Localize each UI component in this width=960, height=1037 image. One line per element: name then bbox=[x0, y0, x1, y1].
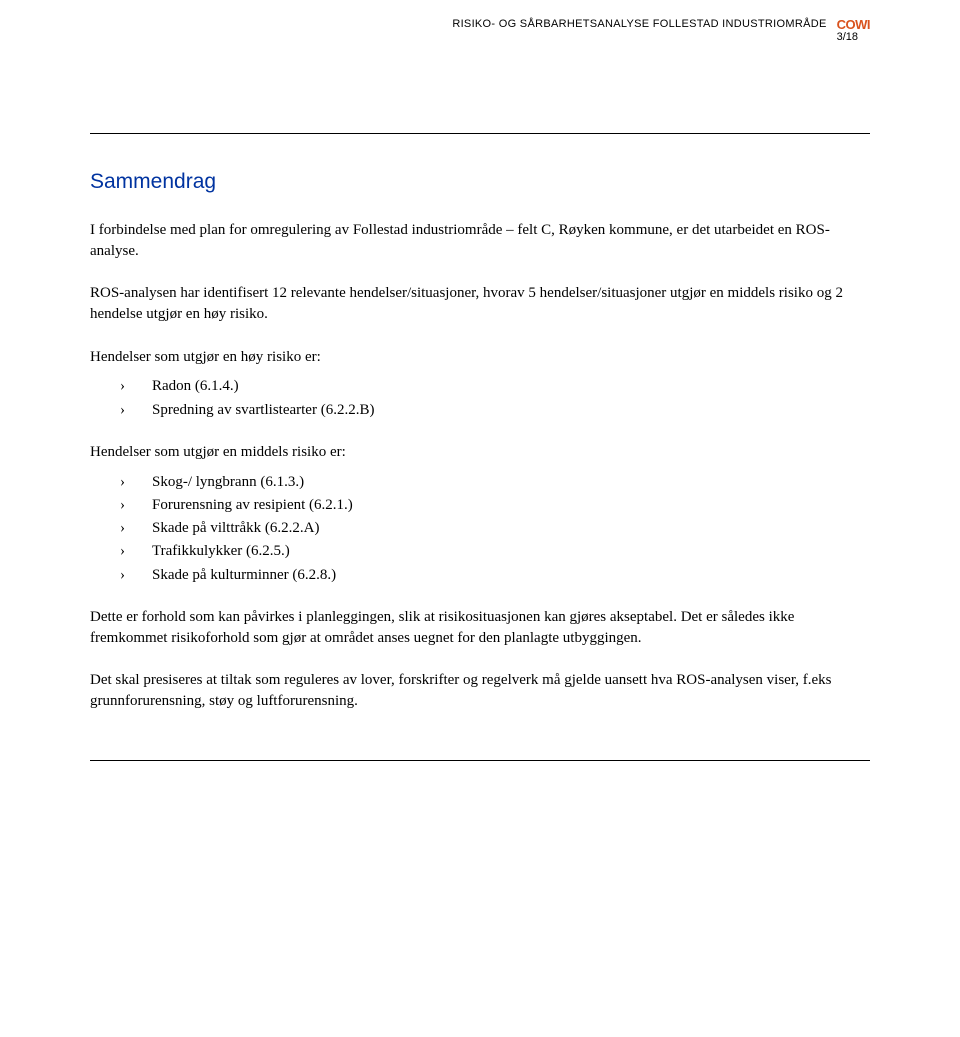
high-risk-list: Radon (6.1.4.) Spredning av svartlistear… bbox=[90, 375, 870, 422]
list-item: Spredning av svartlistearter (6.2.2.B) bbox=[120, 399, 870, 422]
page-header: RISIKO- OG SÅRBARHETSANALYSE FOLLESTAD I… bbox=[90, 18, 870, 43]
header-title: RISIKO- OG SÅRBARHETSANALYSE FOLLESTAD I… bbox=[452, 18, 826, 30]
high-risk-heading: Hendelser som utgjør en høy risiko er: bbox=[90, 347, 870, 368]
page-container: RISIKO- OG SÅRBARHETSANALYSE FOLLESTAD I… bbox=[0, 0, 960, 801]
list-item: Skog-/ lyngbrann (6.1.3.) bbox=[120, 471, 870, 494]
section-title: Sammendrag bbox=[90, 170, 870, 194]
medium-risk-heading: Hendelser som utgjør en middels risiko e… bbox=[90, 442, 870, 463]
list-item: Skade på vilttråkk (6.2.2.A) bbox=[120, 517, 870, 540]
paragraph-conclusion-1: Dette er forhold som kan påvirkes i plan… bbox=[90, 607, 870, 648]
page-number: 3/18 bbox=[837, 31, 870, 43]
header-right: COWI 3/18 bbox=[837, 18, 870, 43]
paragraph-conclusion-2: Det skal presiseres at tiltak som regule… bbox=[90, 670, 870, 711]
medium-risk-list: Skog-/ lyngbrann (6.1.3.) Forurensning a… bbox=[90, 471, 870, 587]
list-item: Trafikkulykker (6.2.5.) bbox=[120, 540, 870, 563]
cowi-logo: COWI bbox=[837, 18, 870, 31]
list-item: Forurensning av resipient (6.2.1.) bbox=[120, 494, 870, 517]
paragraph-analysis: ROS-analysen har identifisert 12 relevan… bbox=[90, 283, 870, 324]
list-item: Radon (6.1.4.) bbox=[120, 375, 870, 398]
divider-bottom bbox=[90, 760, 870, 761]
list-item: Skade på kulturminner (6.2.8.) bbox=[120, 564, 870, 587]
divider-top bbox=[90, 133, 870, 134]
paragraph-intro: I forbindelse med plan for omregulering … bbox=[90, 220, 870, 261]
